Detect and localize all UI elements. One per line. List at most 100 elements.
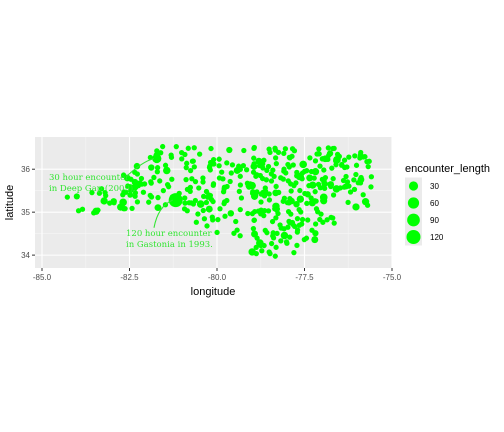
data-point bbox=[189, 176, 194, 181]
data-point bbox=[197, 152, 202, 157]
data-point bbox=[266, 147, 271, 152]
data-point bbox=[314, 206, 319, 211]
data-point bbox=[305, 217, 310, 222]
legend-key-point bbox=[407, 230, 421, 244]
data-point bbox=[316, 146, 321, 151]
data-point bbox=[358, 176, 365, 183]
data-point bbox=[224, 160, 229, 165]
data-point bbox=[236, 164, 241, 169]
legend-label: 120 bbox=[430, 233, 444, 242]
data-point bbox=[272, 206, 277, 211]
data-point bbox=[254, 189, 259, 194]
data-point bbox=[65, 194, 70, 199]
data-point bbox=[304, 236, 309, 241]
data-point bbox=[369, 174, 374, 179]
data-point bbox=[269, 241, 274, 246]
data-point bbox=[273, 245, 278, 250]
data-point bbox=[317, 217, 322, 222]
data-point bbox=[241, 148, 246, 153]
legend-key-point bbox=[408, 197, 419, 208]
annotation-line: 30 hour encounter bbox=[49, 173, 130, 183]
data-point bbox=[270, 233, 275, 238]
data-point bbox=[204, 200, 209, 205]
legend-label: 60 bbox=[430, 199, 439, 208]
data-point bbox=[155, 165, 160, 170]
data-point bbox=[196, 185, 201, 190]
data-point bbox=[281, 169, 286, 174]
data-point bbox=[367, 159, 372, 164]
data-point bbox=[194, 220, 199, 225]
data-point bbox=[314, 151, 319, 156]
data-point bbox=[182, 195, 187, 200]
legend-label: 90 bbox=[430, 216, 439, 225]
x-tick-label: -85.0 bbox=[33, 273, 52, 282]
data-point bbox=[345, 200, 350, 205]
data-point bbox=[248, 181, 253, 186]
data-point bbox=[76, 208, 81, 213]
data-point bbox=[273, 155, 278, 160]
data-point bbox=[208, 146, 213, 151]
data-point bbox=[201, 208, 206, 213]
data-point bbox=[342, 158, 347, 163]
data-point bbox=[186, 146, 191, 151]
data-point bbox=[161, 188, 166, 193]
data-point bbox=[224, 198, 229, 203]
data-point bbox=[149, 194, 154, 199]
data-point bbox=[341, 178, 346, 183]
annotation-text: 120 hour encounter in Gastonia in 1993. bbox=[126, 229, 213, 250]
data-point bbox=[234, 227, 239, 232]
data-point bbox=[309, 181, 316, 188]
data-point bbox=[251, 156, 256, 161]
data-point bbox=[95, 208, 100, 213]
data-point bbox=[155, 195, 160, 200]
data-point bbox=[215, 217, 220, 222]
data-point bbox=[229, 170, 234, 175]
data-point bbox=[191, 158, 196, 163]
data-point bbox=[302, 191, 307, 196]
data-point bbox=[362, 198, 369, 205]
data-point bbox=[261, 158, 266, 163]
data-point bbox=[358, 152, 363, 157]
data-point bbox=[195, 211, 200, 216]
data-point bbox=[352, 187, 357, 192]
data-point bbox=[174, 144, 179, 149]
data-point bbox=[322, 183, 327, 188]
data-point bbox=[278, 175, 283, 180]
data-point bbox=[179, 156, 184, 161]
data-point bbox=[331, 192, 336, 197]
y-tick-label: 35 bbox=[21, 208, 30, 217]
data-point bbox=[271, 174, 276, 179]
data-point bbox=[324, 217, 329, 222]
data-point bbox=[135, 199, 140, 204]
data-point bbox=[331, 146, 336, 151]
data-point bbox=[283, 146, 288, 151]
data-point bbox=[188, 189, 193, 194]
data-point bbox=[362, 154, 367, 159]
data-point bbox=[327, 181, 334, 188]
x-tick-label: -75.0 bbox=[383, 273, 402, 282]
data-point bbox=[224, 184, 229, 189]
data-point bbox=[351, 177, 356, 182]
data-point bbox=[263, 228, 268, 233]
data-point bbox=[165, 182, 170, 187]
data-point bbox=[267, 197, 272, 202]
data-point bbox=[331, 176, 336, 181]
data-point bbox=[333, 162, 338, 167]
data-point bbox=[276, 150, 281, 155]
data-point bbox=[169, 177, 174, 182]
data-point bbox=[287, 164, 292, 169]
data-point bbox=[141, 190, 146, 195]
y-tick-label: 34 bbox=[21, 251, 30, 260]
data-point bbox=[269, 178, 274, 183]
x-tick-label: -77.5 bbox=[295, 273, 314, 282]
data-point bbox=[100, 197, 107, 204]
data-point bbox=[184, 161, 189, 166]
data-point bbox=[337, 154, 342, 159]
data-point bbox=[361, 192, 366, 197]
data-point bbox=[339, 163, 344, 168]
data-point bbox=[238, 207, 243, 212]
data-point bbox=[313, 189, 318, 194]
data-point bbox=[309, 228, 314, 233]
data-point bbox=[238, 233, 243, 238]
data-point bbox=[304, 201, 309, 206]
